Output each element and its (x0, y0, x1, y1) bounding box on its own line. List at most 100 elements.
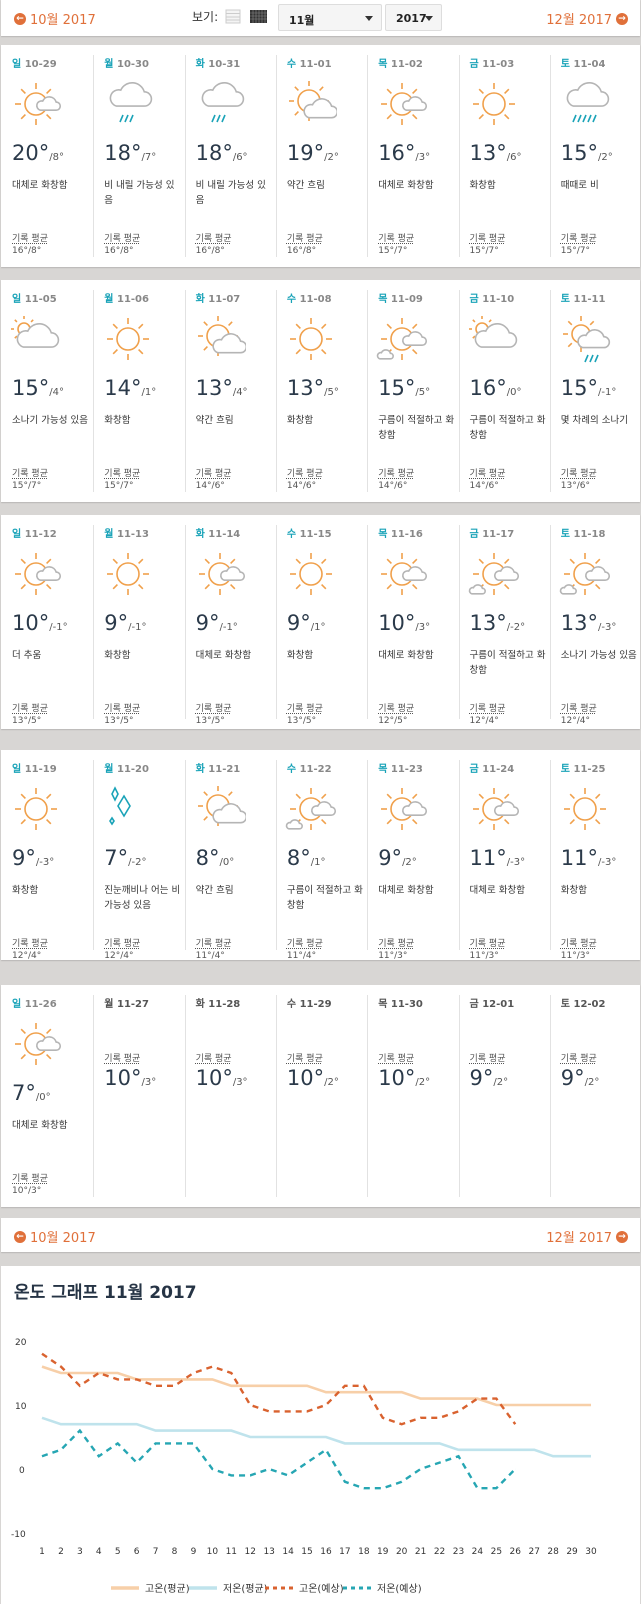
historical-average-label[interactable]: 기록 평균 (195, 1054, 232, 1064)
historical-average: 15°/7° (104, 481, 134, 491)
day-cell[interactable]: 월 11-13 화창함 13°/5° 9°/-1° 기록 평균 (93, 525, 185, 726)
sun-cloud-icon (15, 553, 62, 595)
day-cell[interactable]: 화 11-07 약간 흐림 14°/6° 13°/4° 기록 평균 (184, 290, 277, 492)
historical-average-label[interactable]: 기록 평균 (378, 1054, 415, 1064)
day-cell[interactable]: 월 11-06 화창함 15°/7° 14°/1° 기록 평균 (93, 290, 185, 492)
historical-average-label[interactable]: 기록 평균 (104, 939, 141, 949)
list-view-icon[interactable] (224, 9, 243, 24)
weather-description: 때때로 비 (560, 180, 599, 191)
day-cell[interactable]: 수 11-22 구름이 적절하고 화창함 11°/4° 8°/1° 기록 평균 (275, 760, 368, 961)
historical-average-label[interactable]: 기록 평균 (469, 469, 506, 479)
day-cell[interactable]: 토 11-04 때때로 비 15°/7° 15°/2° 기록 평균 (549, 55, 641, 257)
date: 11-09 (390, 294, 423, 305)
prev-month-link[interactable]: ← 10월 2017 (14, 9, 96, 28)
day-cell[interactable]: 목 11-30 10°/2° 기록 평균 (367, 995, 459, 1197)
day-cell[interactable]: 일 10-29 대체로 화창함 16°/8° 20°/8° 기록 평균 (2, 55, 94, 257)
day-cell[interactable]: 토 11-25 화창함 11°/3° 11°/-3° 기록 평균 (549, 760, 641, 961)
historical-average-label[interactable]: 기록 평균 (469, 234, 506, 244)
day-cell[interactable]: 화 11-14 대체로 화창함 13°/5° 9°/-1° 기록 평균 (184, 525, 277, 726)
historical-average-label[interactable]: 기록 평균 (286, 704, 323, 714)
day-cell[interactable]: 화 11-21 약간 흐림 11°/4° 8°/0° 기록 평균 (184, 760, 277, 961)
historical-average-label[interactable]: 기록 평균 (12, 704, 48, 714)
date: 11-25 (573, 764, 606, 775)
historical-average-label[interactable]: 기록 평균 (378, 704, 415, 714)
historical-average-label[interactable]: 기록 평균 (378, 234, 415, 244)
day-cell[interactable]: 일 11-05 소나기 가능성 있음 15°/7° 15°/4° 기록 평균 (2, 290, 94, 492)
historical-average-label[interactable]: 기록 평균 (195, 234, 232, 244)
day-cell[interactable]: 월 10-30 비 내릴 가능성 있음 16°/8° 18°/7° 기록 평균 (93, 55, 185, 257)
historical-average-label[interactable]: 기록 평균 (195, 469, 232, 479)
historical-average-label[interactable]: 기록 평균 (12, 1174, 48, 1184)
historical-average-label[interactable]: 기록 평균 (469, 939, 506, 949)
weekday: 금 (469, 294, 479, 305)
historical-average-label[interactable]: 기록 평균 (469, 704, 506, 714)
low-temp: /-1° (128, 622, 147, 633)
month-select[interactable]: 11월 (278, 4, 382, 31)
historical-average-label[interactable]: 기록 평균 (469, 1054, 506, 1064)
day-cell[interactable]: 목 11-09 구름이 적절하고 화창함 14°/6° 15°/5° 기록 평균 (367, 290, 459, 492)
historical-average-label[interactable]: 기록 평균 (286, 469, 323, 479)
day-cell[interactable]: 금 11-10 구름이 적절하고 화창함 14°/6° 16°/0° 기록 평균 (458, 290, 551, 492)
day-cell[interactable]: 목 11-02 대체로 화창함 15°/7° 16°/3° 기록 평균 (367, 55, 459, 257)
temperature: 9°/2° (470, 1066, 509, 1090)
low-temp: /-1° (49, 622, 68, 633)
day-cell[interactable]: 일 11-19 화창함 12°/4° 9°/-3° 기록 평균 (2, 760, 94, 961)
historical-average-label[interactable]: 기록 평균 (560, 939, 597, 949)
historical-average-label[interactable]: 기록 평균 (560, 1054, 597, 1064)
date: 11-24 (482, 764, 515, 775)
day-cell[interactable]: 목 11-23 대체로 화창함 11°/3° 9°/2° 기록 평균 (367, 760, 459, 961)
day-cell[interactable]: 토 11-18 소나기 가능성 있음 12°/4° 13°/-3° 기록 평균 (549, 525, 641, 726)
temperature: 10°/2° (287, 1066, 339, 1090)
historical-average-label[interactable]: 기록 평균 (286, 1054, 323, 1064)
historical-average-label[interactable]: 기록 평균 (286, 234, 323, 244)
historical-average-label[interactable]: 기록 평균 (378, 939, 415, 949)
day-cell[interactable]: 화 11-28 10°/3° 기록 평균 (184, 995, 277, 1197)
historical-average-label[interactable]: 기록 평균 (378, 469, 415, 479)
day-label: 수 11-01 (287, 55, 332, 70)
historical-average-label[interactable]: 기록 평균 (104, 1054, 141, 1064)
day-label: 토 11-11 (561, 290, 606, 305)
next-month-link[interactable]: 12월 2017 → (546, 9, 628, 28)
day-cell[interactable]: 월 11-20 진눈깨비나 어는 비 가능성 있음 12°/4° 7°/-2° 기록 평… (93, 760, 185, 961)
weekday: 월 (104, 529, 114, 540)
weather-description: 화창함 (469, 180, 496, 191)
weekday: 토 (560, 294, 570, 305)
temperature: 13°/5° (287, 376, 339, 400)
day-cell[interactable]: 금 11-03 화창함 15°/7° 13°/6° 기록 평균 (458, 55, 551, 257)
day-cell[interactable]: 목 11-16 대체로 화창함 12°/5° 10°/3° 기록 평균 (367, 525, 459, 726)
day-cell[interactable]: 금 11-24 대체로 화창함 11°/3° 11°/-3° 기록 평균 (458, 760, 551, 961)
historical-average-label[interactable]: 기록 평균 (12, 939, 48, 949)
historical-average: 13°/5° (104, 716, 134, 726)
day-cell[interactable]: 월 11-27 10°/3° 기록 평균 (93, 995, 185, 1197)
historical-average-label[interactable]: 기록 평균 (104, 704, 141, 714)
day-cell[interactable]: 일 11-12 더 추움 13°/5° 10°/-1° 기록 평균 (2, 525, 94, 726)
calendar-view-icon[interactable] (249, 9, 268, 24)
weather-description: 약간 흐림 (195, 415, 234, 426)
day-cell[interactable]: 일 11-26 대체로 화창함 10°/3° 7°/0° 기록 평균 (2, 995, 94, 1197)
day-cell[interactable]: 수 11-08 화창함 14°/6° 13°/5° 기록 평균 (275, 290, 368, 492)
historical-average-label[interactable]: 기록 평균 (560, 234, 597, 244)
day-cell[interactable]: 수 11-01 약간 흐림 16°/8° 19°/2° 기록 평균 (275, 55, 368, 257)
day-cell[interactable]: 토 11-11 몇 차례의 소나기 13°/6° 15°/-1° 기록 평균 (549, 290, 641, 492)
prev-month-link[interactable]: ← 10월 2017 (14, 1227, 96, 1246)
historical-average-label[interactable]: 기록 평균 (12, 234, 48, 244)
day-cell[interactable]: 금 11-17 구름이 적절하고 화창함 12°/4° 13°/-2° 기록 평균 (458, 525, 551, 726)
historical-average-label[interactable]: 기록 평균 (195, 939, 232, 949)
historical-average-label[interactable]: 기록 평균 (104, 234, 141, 244)
historical-average-label[interactable]: 기록 평균 (104, 469, 141, 479)
next-month-link[interactable]: 12월 2017 → (546, 1227, 628, 1246)
day-cell[interactable]: 수 11-15 화창함 13°/5° 9°/1° 기록 평균 (275, 525, 368, 726)
historical-average-label[interactable]: 기록 평균 (286, 939, 323, 949)
historical-average-label[interactable]: 기록 평균 (195, 704, 232, 714)
weather-description: 대체로 화창함 (378, 650, 434, 661)
historical-average-label[interactable]: 기록 평균 (560, 469, 597, 479)
day-cell[interactable]: 금 12-01 9°/2° 기록 평균 (458, 995, 551, 1197)
arrow-left-icon: ← (14, 12, 26, 25)
day-cell[interactable]: 토 12-02 9°/2° 기록 평균 (549, 995, 641, 1197)
day-cell[interactable]: 화 10-31 비 내릴 가능성 있음 16°/8° 18°/6° 기록 평균 (184, 55, 277, 257)
historical-average-label[interactable]: 기록 평균 (12, 469, 48, 479)
day-cell[interactable]: 수 11-29 10°/2° 기록 평균 (275, 995, 368, 1197)
historical-average-label[interactable]: 기록 평균 (560, 704, 597, 714)
year-select[interactable]: 2017 (385, 4, 442, 31)
temperature: 10°/2° (378, 1066, 430, 1090)
